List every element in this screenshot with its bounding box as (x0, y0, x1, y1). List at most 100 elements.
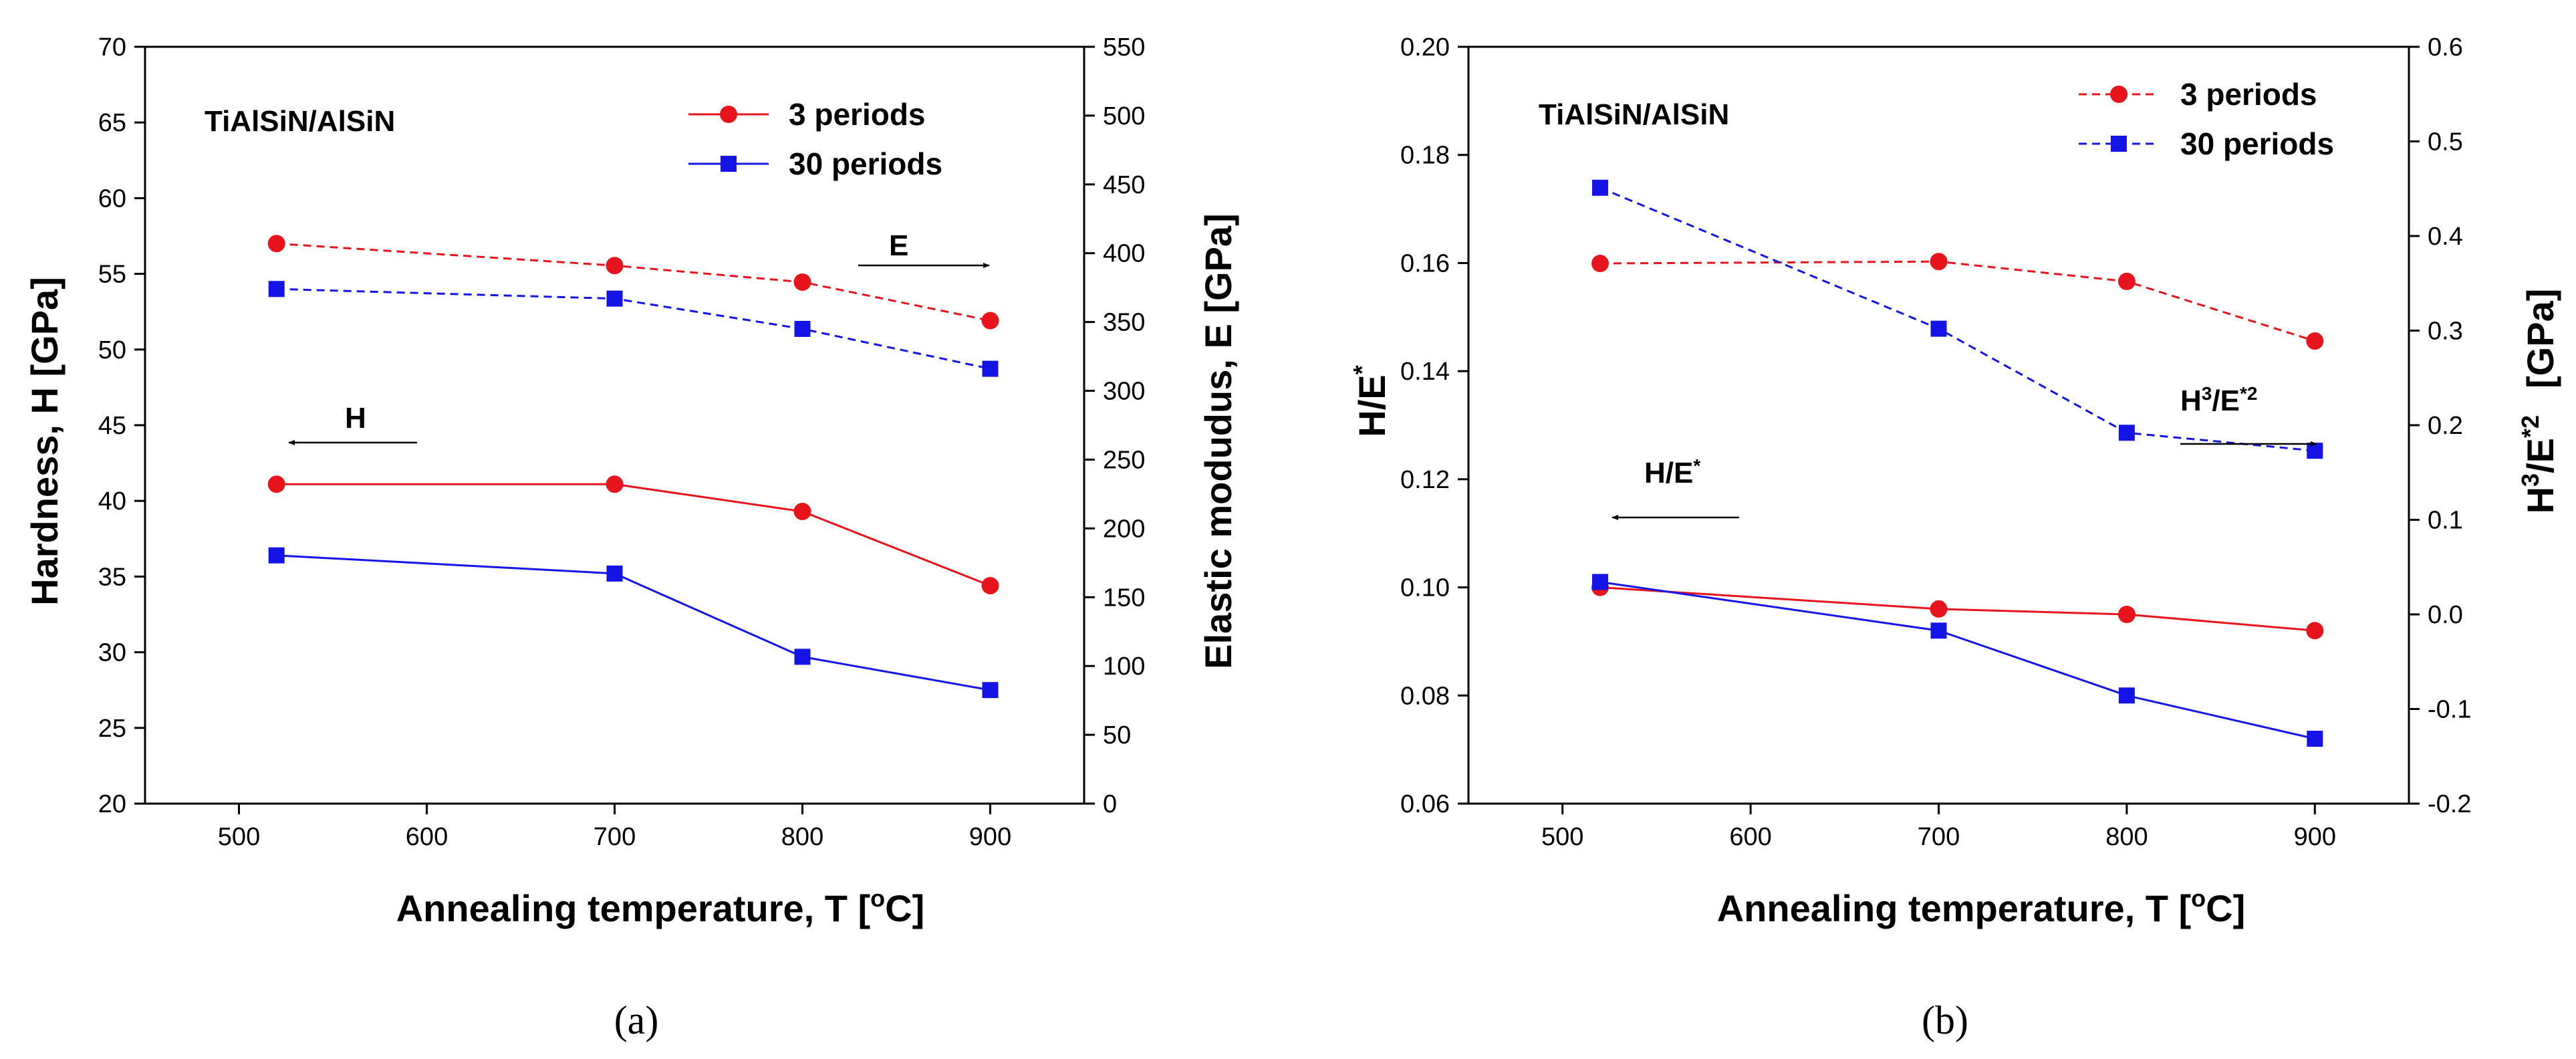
panel-a-series (267, 235, 999, 699)
y2-tick-label: 150 (1103, 584, 1145, 612)
panel-a: 500 600 700 800 9002025303540455055606570050… (23, 33, 1239, 1042)
data-point (793, 273, 811, 291)
series-line (1599, 581, 2315, 740)
data-point (794, 649, 811, 665)
y-tick-label: 60 (98, 185, 126, 213)
y2-tick-label: 450 (1103, 171, 1145, 199)
data-point (981, 312, 999, 330)
series-line (276, 242, 991, 322)
data-point (267, 475, 285, 493)
series-line (276, 554, 991, 691)
y2-tick-label: 50 (1103, 721, 1131, 749)
panel-b-title: TiAlSiN/AlSiN (1539, 98, 1729, 131)
series-line (1599, 586, 2315, 632)
annotation-E-text: E (889, 229, 908, 262)
y2-tick-label: 300 (1103, 378, 1145, 406)
data-point (606, 565, 623, 582)
y2-tick-label: 0.0 (2428, 601, 2463, 629)
panel-a-y2-axis-label: Elastic modudus, E [GPa] (1197, 213, 1239, 669)
annotation-H-text: H (345, 402, 366, 435)
panel-a-ticks: 500 600 700 800 9002025303540455055606570050… (98, 33, 1146, 851)
y-tick-label: 50 (98, 336, 126, 364)
annotation-HE-text: H/E* (1644, 455, 1700, 489)
series-line (276, 287, 991, 370)
legend-marker-square (721, 156, 737, 172)
x-tick-label: 700 (594, 823, 636, 851)
panel-b-x-axis-label: Annealing temperature, T [oC] (1717, 885, 2246, 929)
panel-b-annotation-H3E2: H3/E*2 (2180, 383, 2317, 447)
data-point (1591, 179, 1608, 196)
panel-b-y-axis-label: H/E* (1348, 365, 1393, 437)
panel-a-plot-frame (144, 45, 1085, 805)
panel-b-caption: (b) (1922, 998, 1968, 1042)
x-tick-label: 800 (781, 823, 823, 851)
panel-b-y2-axis-label: H3/E*2[GPa] (2517, 289, 2561, 514)
y-tick-label: 0.14 (1400, 358, 1450, 386)
y2-tick-label: 0.2 (2428, 412, 2463, 440)
y-tick-label: 0.16 (1400, 249, 1450, 277)
panel-b-legend-3-periods: 3 periods (2180, 77, 2317, 112)
data-point (1930, 622, 1947, 639)
data-point (2117, 606, 2136, 623)
y2-tick-label: 0.3 (2428, 318, 2463, 346)
data-point (2117, 272, 2136, 290)
panel-a-legend-30-periods: 30 periods (789, 146, 942, 181)
y2-tick-label: 0.5 (2428, 128, 2463, 156)
x-tick-label: 500 (218, 823, 260, 851)
y-tick-label: 55 (98, 261, 126, 289)
y-tick-label: 45 (98, 412, 126, 440)
x-tick-label: 700 (1918, 823, 1960, 851)
panel-a-legend: 3 periods 30 periods (688, 97, 942, 181)
y-tick-label: 70 (98, 33, 126, 62)
legend-marker-square (2111, 136, 2127, 152)
x-tick-label: 600 (1729, 823, 1771, 851)
y-tick-label: 30 (98, 639, 126, 667)
data-point (1591, 255, 1609, 273)
panel-b-legend-30-periods: 30 periods (2180, 126, 2334, 161)
panel-b-plot-frame (1467, 45, 2410, 805)
panel-b-series (1591, 179, 2324, 747)
x-tick-label: 500 (1541, 823, 1583, 851)
panel-a-annotation-H: H (288, 402, 417, 445)
y-tick-label: 25 (98, 715, 126, 743)
data-point (981, 576, 999, 594)
panel-a-annotation-E: E (858, 229, 990, 268)
legend-marker-circle (2110, 86, 2128, 103)
y-tick-label: 20 (98, 790, 126, 818)
panel-b-annotation-HE: H/E* (1612, 455, 1739, 520)
series-line (1599, 187, 2315, 452)
y-tick-label: 0.12 (1400, 466, 1450, 494)
x-tick-label: 600 (406, 823, 448, 851)
y2-tick-label: 250 (1103, 446, 1145, 474)
data-point (1930, 600, 1948, 618)
y2-tick-label: 0.6 (2428, 33, 2463, 62)
y2-tick-label: -0.2 (2428, 790, 2471, 818)
data-point (606, 257, 624, 275)
data-point (267, 235, 285, 253)
panel-a-legend-3-periods: 3 periods (789, 97, 926, 132)
y2-tick-label: 0 (1103, 790, 1117, 818)
panel-b: 500 600 700 800 900 0.06 0.08 0.10 0.12 0.14 0.16 0… (1348, 33, 2561, 1042)
panel-b-ticks: 500 600 700 800 900 0.06 0.08 0.10 0.12 0.14 0.16 0… (1400, 33, 2471, 851)
x-tick-label: 800 (2105, 823, 2148, 851)
panel-a-y-axis-label: Hardness, H [GPa] (23, 277, 66, 606)
y2-tick-label: 0.4 (2428, 223, 2463, 251)
data-point (1930, 320, 1947, 337)
y2-tick-label: 500 (1103, 102, 1145, 130)
panel-a-caption: (a) (614, 998, 659, 1042)
legend-marker-circle (720, 106, 737, 123)
x-tick-label: 900 (2294, 823, 2336, 851)
y2-tick-label: 350 (1103, 309, 1145, 337)
data-point (1930, 253, 1948, 271)
data-point (2307, 443, 2323, 459)
panel-a-title: TiAlSiN/AlSiN (205, 105, 395, 138)
y-tick-label: 0.06 (1400, 790, 1450, 818)
y-tick-label: 35 (98, 563, 126, 591)
data-point (2118, 687, 2135, 704)
panel-a-x-axis-label: Annealing temperature, T [oC] (396, 885, 925, 929)
data-point (2307, 730, 2323, 747)
series-line (276, 483, 991, 587)
series-line (1599, 260, 2315, 342)
y-tick-label: 65 (98, 109, 126, 137)
